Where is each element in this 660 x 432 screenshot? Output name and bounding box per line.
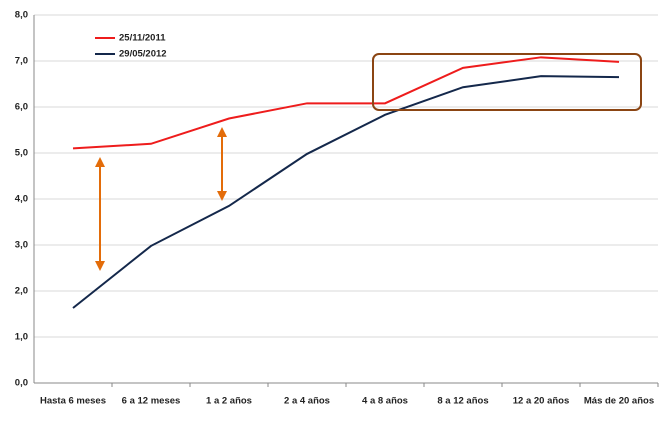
y-tick-label: 3,0 (15, 240, 28, 251)
x-tick-label: 2 a 4 años (284, 396, 330, 407)
x-tick-label: 4 a 8 años (362, 396, 408, 407)
y-tick-label: 8,0 (15, 10, 28, 21)
y-tick-label: 0,0 (15, 378, 28, 389)
y-tick-label: 4,0 (15, 194, 28, 205)
x-tick-label: 1 a 2 años (206, 396, 252, 407)
annotation-box (372, 53, 642, 111)
x-tick-label: 8 a 12 años (437, 396, 488, 407)
x-tick-label: Hasta 6 meses (40, 396, 106, 407)
legend-label: 29/05/2012 (119, 49, 167, 60)
legend-label: 25/11/2011 (119, 33, 166, 44)
series-line (72, 56, 620, 150)
series-line (72, 75, 620, 309)
x-tick-label: Más de 20 años (584, 396, 654, 407)
y-tick-label: 2,0 (15, 286, 28, 297)
x-tick-label: 6 a 12 meses (122, 396, 181, 407)
plot-area: 0,0 1,0 2,0 3,0 4,0 5,0 6,0 7,0 8,0 Hasta 6 meses… (15, 10, 659, 407)
x-tick-label: 12 a 20 años (513, 396, 570, 407)
y-tick-label: 5,0 (15, 148, 28, 159)
y-tick-label: 6,0 (15, 102, 28, 113)
y-tick-label: 7,0 (15, 56, 28, 67)
y-tick-label: 1,0 (15, 332, 28, 343)
